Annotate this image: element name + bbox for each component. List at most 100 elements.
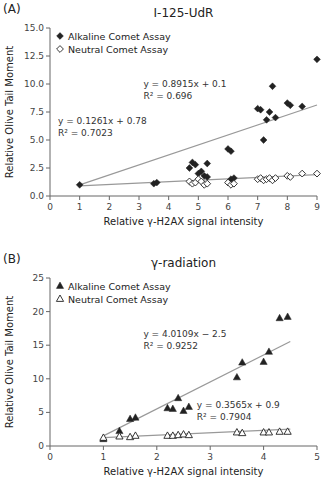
- x-tick-label: 0: [47, 452, 53, 462]
- y-tick: [46, 412, 50, 413]
- y-tick-label: 0: [38, 441, 44, 451]
- x-tick-label: 2: [106, 202, 112, 212]
- point: [269, 83, 276, 90]
- legend-label: Neutral Comet Assay: [68, 294, 169, 305]
- x-tick: [156, 446, 157, 450]
- point: [175, 394, 182, 400]
- y-tick: [46, 140, 50, 141]
- x-tick: [168, 196, 169, 200]
- point: [265, 348, 272, 354]
- point: [204, 160, 211, 167]
- point: [228, 148, 235, 155]
- x-tick: [228, 196, 229, 200]
- point: [76, 181, 83, 188]
- annotation: R² = 0.9252: [143, 341, 198, 351]
- point: [132, 414, 139, 420]
- figure: I-125-UdR(A)01234567890.02.55.07.510.012…: [0, 0, 329, 500]
- legend: Alkaline Comet Assay Neutral Comet Assay: [57, 31, 171, 55]
- x-axis-label: Relative γ-H2AX signal intensity: [104, 216, 264, 227]
- point: [287, 174, 294, 181]
- point: [260, 358, 267, 364]
- y-tick-label: 5.0: [30, 135, 45, 145]
- point: [284, 428, 291, 434]
- y-tick-label: 12.5: [24, 51, 44, 61]
- plot-area: [100, 313, 291, 442]
- point: [263, 116, 270, 123]
- x-tick-label: 7: [255, 202, 261, 212]
- x-tick: [103, 446, 104, 450]
- x-tick-label: 1: [77, 202, 83, 212]
- annotation: y = 0.8915x + 0.1: [143, 79, 226, 89]
- y-tick: [46, 446, 50, 447]
- y-tick: [46, 84, 50, 85]
- x-tick: [79, 196, 80, 200]
- annotation: R² = 0.696: [143, 91, 192, 101]
- point: [233, 373, 240, 379]
- point: [116, 433, 123, 439]
- x-axis-label: Relative γ-H2AX signal intensity: [104, 466, 264, 477]
- point: [287, 102, 294, 109]
- y-tick: [46, 196, 50, 197]
- legend-label: Neutral Comet Assay: [68, 44, 169, 55]
- x-tick: [263, 446, 264, 450]
- point: [272, 114, 279, 121]
- legend: Alkaline Comet Assay Neutral Comet Assay: [56, 281, 171, 305]
- point: [185, 403, 192, 409]
- point: [299, 170, 306, 177]
- point: [276, 428, 283, 434]
- panel-label: (B): [3, 252, 21, 266]
- y-tick-label: 15.0: [24, 23, 44, 33]
- point: [265, 429, 272, 435]
- y-tick: [46, 28, 50, 29]
- y-tick-label: 7.5: [30, 107, 44, 117]
- x-tick-label: 5: [314, 452, 320, 462]
- x-tick-label: 4: [261, 452, 267, 462]
- point: [169, 405, 176, 411]
- point: [153, 179, 160, 186]
- point: [239, 429, 246, 435]
- legend-label: Alkaline Comet Assay: [68, 281, 171, 292]
- x-tick-label: 3: [207, 452, 213, 462]
- x-tick-label: 0: [47, 202, 53, 212]
- y-tick-label: 20: [33, 307, 45, 317]
- x-tick-label: 1: [101, 452, 107, 462]
- regression-line: [103, 342, 290, 436]
- y-tick: [46, 168, 50, 169]
- regression-line: [80, 175, 317, 186]
- y-tick: [46, 278, 50, 279]
- x-tick: [317, 446, 318, 450]
- x-axis: [50, 196, 317, 197]
- annotation: y = 0.1261x + 0.78: [58, 116, 147, 126]
- point: [314, 56, 321, 63]
- point: [231, 180, 238, 187]
- point: [272, 175, 279, 182]
- panel: I-125-UdR(A)01234567890.02.55.07.510.012…: [3, 2, 320, 227]
- legend-marker: [57, 33, 64, 40]
- legend-marker: [56, 295, 63, 301]
- x-axis: [50, 446, 317, 447]
- point: [239, 359, 246, 365]
- panel-label: (A): [3, 2, 21, 16]
- title: I-125-UdR: [154, 6, 214, 20]
- y-tick: [46, 56, 50, 57]
- annotation: R² = 0.7023: [58, 128, 113, 138]
- x-tick: [109, 196, 110, 200]
- y-tick-label: 15: [33, 340, 44, 350]
- point: [204, 180, 211, 187]
- point: [314, 170, 321, 177]
- x-tick-label: 3: [136, 202, 142, 212]
- y-axis: [50, 278, 51, 446]
- x-tick: [257, 196, 258, 200]
- point: [299, 103, 306, 110]
- y-tick-label: 0.0: [30, 191, 45, 201]
- point: [186, 165, 193, 172]
- point: [284, 313, 291, 319]
- x-tick: [198, 196, 199, 200]
- point: [204, 174, 211, 181]
- legend-label: Alkaline Comet Assay: [68, 31, 171, 42]
- x-tick-label: 4: [166, 202, 172, 212]
- y-axis-label: Relative Olive Tail Moment: [4, 46, 15, 178]
- x-tick: [139, 196, 140, 200]
- point: [192, 161, 199, 168]
- point: [276, 314, 283, 320]
